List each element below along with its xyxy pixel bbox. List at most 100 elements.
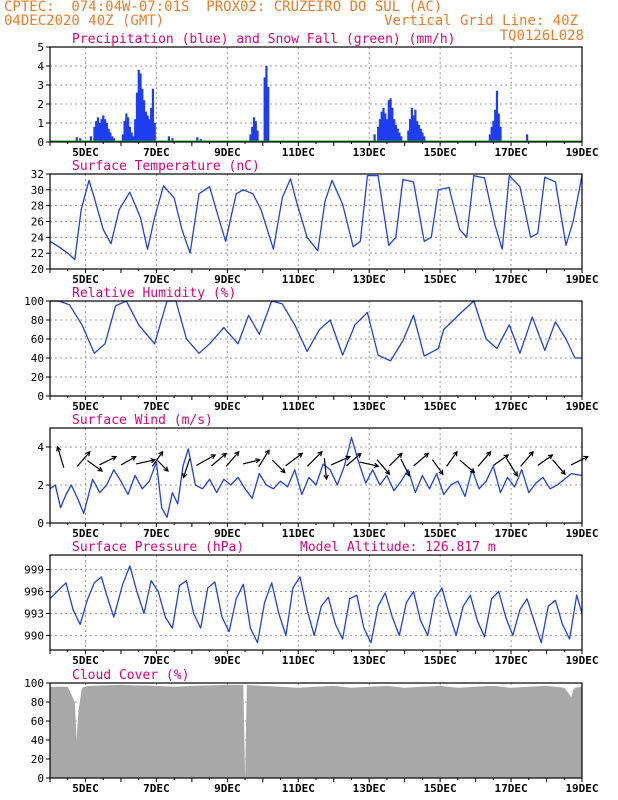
precip-title: Precipitation (blue) and Snow Fall (gree… [72,32,456,47]
pressure-title: Surface Pressure (hPa) [72,540,244,555]
precip-bar [385,119,389,142]
wind-arrow [330,455,352,466]
cloud-ytick-label: 20 [31,753,44,766]
precip-xtick-label: 17DEC [495,146,528,159]
precip-bar [153,123,156,142]
rh-xtick-label: 13DEC [353,400,386,413]
precip-bar [102,115,105,142]
precip-bar [380,111,383,142]
precip-bar [407,130,410,142]
precip-bar [419,128,422,142]
rh-xtick-label: 5DEC [72,400,99,413]
wind-arrow [76,450,91,467]
precip-bar [495,90,499,142]
pressure-xtick-label: 5DEC [72,654,99,667]
precip-bar [125,113,128,142]
cloud-title: Cloud Cover (%) [72,668,189,683]
cloud-area [50,684,582,778]
pressure-xtick-label: 11DEC [282,654,315,667]
wind-arrow [323,458,329,481]
precip-bar [396,128,399,142]
pressure-ytick-label: 999 [24,564,44,577]
wind-xtick-label: 17DEC [495,527,528,540]
rh-xtick-label: 9DEC [214,400,241,413]
precip-bar [196,137,199,142]
wind-arrow [446,450,458,467]
wind-arrow [225,450,240,467]
precip-bar [112,138,116,142]
precip-bar [98,123,101,142]
precip-bar [249,134,252,142]
pressure-xtick-label: 13DEC [353,654,386,667]
wind-line [49,436,583,518]
wind-frame [49,427,583,524]
precip-bar [96,117,100,142]
wind-arrow [431,459,444,476]
precip-bar [111,136,114,142]
precip-bar [121,134,124,142]
wind-arrow [570,455,589,466]
wind-arrow [506,458,518,477]
precip-bar [492,121,495,142]
temp-xtick-label: 9DEC [214,273,241,286]
cloud-xtick-label: 13DEC [353,782,386,795]
precip-bar [252,117,256,142]
precip-xtick-label: 7DEC [143,146,170,159]
precip-ytick-label: 4 [37,60,44,73]
precip-bar [75,137,78,142]
wind-arrow [182,458,191,479]
precip-bar [105,123,108,142]
wind-arrow [359,461,380,469]
rh-frame [49,300,583,397]
wind-arrow [376,459,391,476]
wind-title: Surface Wind (m/s) [72,413,213,428]
pressure-xtick-label: 17DEC [495,654,528,667]
rh-ytick-label: 0 [37,390,44,403]
temp-ytick-label: 32 [31,168,44,181]
precip-bar [128,126,131,142]
pressure-xtick-label: 9DEC [214,654,241,667]
precip-xtick-label: 13DEC [353,146,386,159]
precip-bar [265,66,268,142]
pressure-ytick-label: 996 [24,586,44,599]
precip-xtick-label: 15DEC [424,146,457,159]
cloud-ytick-label: 0 [37,772,44,785]
wind-arrow [99,455,118,466]
precip-bar [79,138,82,142]
precip-ytick-label: 0 [37,136,44,149]
precip-bar [384,113,387,142]
temp-ytick-label: 22 [31,247,44,260]
precip-bar [256,130,259,142]
rh-title: Relative Humidity (%) [72,286,236,301]
precip-bar [408,119,412,142]
wind-arrow [56,445,65,468]
grid-note: Vertical Grid Line: 40Z [384,13,578,29]
precip-bar [103,119,107,142]
temp-ytick-label: 24 [31,231,45,244]
cloud-ytick-label: 100 [24,677,44,690]
precip-ytick-label: 5 [37,41,44,54]
wind-arrow [413,452,430,467]
precip-bar [146,115,149,142]
wind-arrow [135,457,157,465]
run-date: 04DEC2020 40Z (GMT) [4,13,165,29]
precip-bar [497,113,500,142]
precip-bar [377,126,380,142]
precip-bar [95,121,98,142]
precip-bar [263,77,266,142]
precip-bar [400,136,403,142]
precip-bar [394,124,397,142]
precip-bar [499,126,502,142]
temp-xtick-label: 5DEC [72,273,99,286]
rh-xtick-label: 15DEC [424,400,457,413]
precip-bar [412,115,415,142]
precip-bar [150,107,153,142]
wind-arrow [459,459,476,474]
wind-arrow [400,458,411,477]
precip-bar [123,121,126,142]
temp-xtick-label: 11DEC [282,273,315,286]
rh-xtick-label: 7DEC [143,400,170,413]
cloud-ytick-label: 40 [31,734,44,747]
temp-xtick-label: 15DEC [424,273,457,286]
precip-bar [410,107,413,142]
